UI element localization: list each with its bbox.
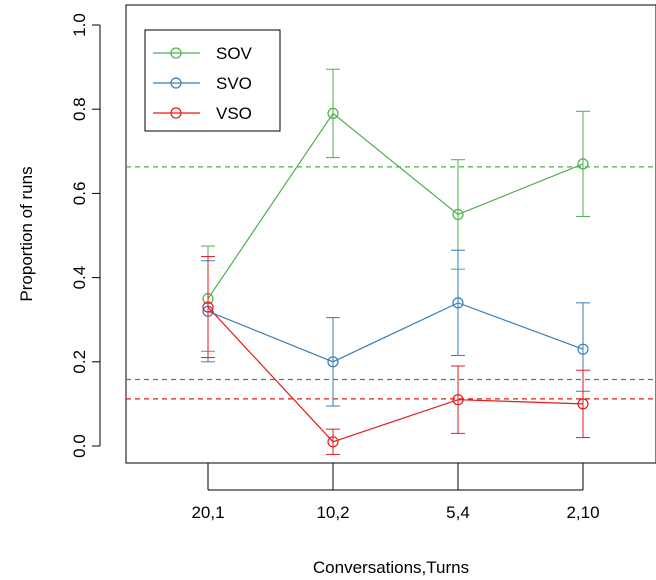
series-svo [201, 249, 590, 407]
point-sov [452, 208, 464, 221]
point-vso [577, 398, 589, 410]
point-vso [452, 394, 464, 406]
x-tick-label: 10,2 [316, 503, 349, 522]
y-tick-label: 0.0 [70, 434, 89, 458]
legend: SOV SVO VSO [144, 29, 281, 132]
legend-label-vso: VSO [216, 104, 252, 123]
plot-frame [125, 4, 656, 464]
x-tick-label: 20,1 [191, 503, 224, 522]
point-svo [327, 356, 339, 368]
series-line-vso [207, 306, 584, 443]
legend-box [144, 29, 281, 132]
point-sov [577, 158, 589, 170]
legend-marker-svo [170, 77, 182, 89]
reference-lines [126, 166, 656, 400]
point-vso [327, 436, 339, 448]
series-line-svo [207, 302, 584, 363]
legend-marker-sov [170, 47, 182, 59]
x-axis-title: Conversations,Turns [313, 558, 469, 577]
y-tick-label: 0.8 [70, 97, 89, 121]
y-tick-label: 0.6 [70, 182, 89, 206]
x-axis: 20,1 10,2 5,4 2,10 [191, 463, 600, 522]
y-axis: 0.0 0.2 0.4 0.6 0.8 1.0 [70, 13, 101, 458]
point-vso [202, 301, 214, 313]
legend-marker-vso [170, 107, 182, 119]
point-sov [327, 107, 339, 120]
y-axis-title: Proportion of runs [17, 166, 36, 301]
point-svo [452, 297, 464, 309]
series-vso [201, 256, 590, 455]
x-tick-label: 2,10 [566, 503, 599, 522]
series-layer [201, 68, 590, 455]
y-tick-label: 1.0 [70, 13, 89, 37]
series-line-sov [207, 112, 584, 299]
legend-label-sov: SOV [216, 44, 253, 63]
y-tick-label: 0.2 [70, 350, 89, 374]
x-tick-label: 5,4 [446, 503, 470, 522]
point-svo [577, 343, 589, 355]
legend-label-svo: SVO [216, 74, 252, 93]
y-tick-label: 0.4 [70, 266, 89, 290]
